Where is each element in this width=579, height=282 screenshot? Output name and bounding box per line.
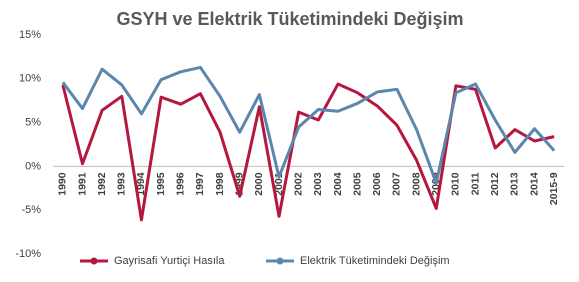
y-tick-label: 15% bbox=[19, 29, 41, 41]
legend-marker bbox=[276, 257, 284, 265]
x-tick-label: 1993 bbox=[116, 172, 128, 196]
x-tick-label: 1997 bbox=[194, 172, 206, 196]
x-tick-label: 2003 bbox=[312, 172, 324, 196]
x-tick-label: 1996 bbox=[175, 172, 187, 196]
x-tick-label: 2014 bbox=[528, 172, 540, 196]
y-tick-label: -5% bbox=[21, 204, 41, 216]
x-tick-label: 2011 bbox=[469, 172, 481, 195]
series-line bbox=[61, 82, 555, 222]
x-tick-label: 2001 bbox=[273, 172, 285, 196]
y-tick-label: -10% bbox=[15, 248, 41, 260]
chart-title: GSYH ve Elektrik Tüketimindeki Değişim bbox=[116, 9, 463, 29]
x-tick-label: 1992 bbox=[96, 172, 108, 196]
x-tick-label: 1998 bbox=[214, 172, 226, 196]
x-tick-label: 2002 bbox=[292, 172, 304, 196]
y-tick-label: 0% bbox=[25, 160, 41, 172]
x-tick-label: 1991 bbox=[76, 172, 88, 196]
legend-label: Gayrisafi Yurtiçi Hasıla bbox=[114, 255, 225, 267]
x-tick-label: 1990 bbox=[57, 172, 69, 196]
x-tick-label: 2007 bbox=[391, 172, 403, 196]
legend-label: Elektrik Tüketimindeki Değişim bbox=[300, 255, 450, 267]
x-tick-label: 2013 bbox=[509, 172, 521, 196]
series-line bbox=[61, 65, 556, 185]
x-tick-label: 2004 bbox=[332, 172, 344, 196]
x-tick-label: 2006 bbox=[371, 172, 383, 196]
y-tick-label: 5% bbox=[25, 117, 41, 129]
x-tick-label: 2015-9 bbox=[548, 172, 560, 205]
x-tick-label: 2005 bbox=[351, 172, 363, 196]
x-tick-label: 2008 bbox=[410, 172, 422, 196]
legend-marker bbox=[90, 257, 98, 265]
x-tick-label: 1995 bbox=[155, 172, 167, 196]
y-tick-label: 10% bbox=[19, 73, 41, 85]
x-tick-label: 2000 bbox=[253, 172, 265, 196]
x-tick-label: 2012 bbox=[489, 172, 501, 196]
x-tick-label: 2010 bbox=[450, 172, 462, 196]
x-tick-label: 1994 bbox=[135, 172, 147, 196]
